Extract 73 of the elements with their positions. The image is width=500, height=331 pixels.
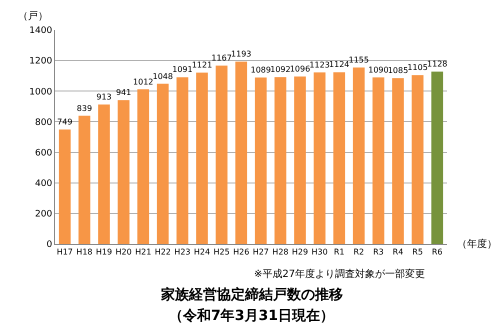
x-tick-label: H24 — [194, 248, 210, 257]
text: 家族経営協定締結戸数の推移 — [160, 286, 343, 303]
bar — [78, 116, 90, 244]
y-tick-label: 800 — [35, 118, 52, 128]
data-label: 1128 — [427, 60, 448, 69]
x-tick-label: H21 — [135, 248, 152, 257]
data-label: 749 — [57, 118, 72, 127]
bar — [118, 100, 130, 244]
x-tick-label: H19 — [96, 248, 112, 257]
x-tick-label: R1 — [334, 248, 345, 257]
x-tick-label: H17 — [56, 248, 73, 257]
x-tick-label: H26 — [233, 248, 250, 257]
x-tick-label: H30 — [312, 248, 328, 257]
x-tick-label: R4 — [392, 248, 404, 257]
bar — [156, 84, 169, 244]
data-label: 1012 — [133, 77, 154, 86]
bar — [58, 130, 71, 244]
data-label: 941 — [116, 88, 132, 98]
x-tick-label: R6 — [432, 248, 443, 257]
data-label: 1096 — [290, 64, 310, 74]
data-label: 1089 — [250, 66, 271, 75]
bar — [254, 78, 267, 244]
data-label: 913 — [96, 92, 112, 102]
x-tick-label: H28 — [272, 248, 288, 257]
x-tick-label: H22 — [154, 248, 171, 257]
x-tick-label: H29 — [292, 248, 308, 257]
data-label: 1085 — [388, 66, 408, 76]
text: ※平成27年度より調査対象が一部変更 — [254, 268, 426, 280]
bar — [196, 72, 208, 244]
bar — [392, 78, 404, 244]
data-label: 1123 — [309, 60, 330, 70]
y-axis-title: （戸） — [18, 11, 48, 22]
bar — [314, 72, 326, 244]
y-tick-label: 200 — [35, 210, 52, 220]
data-label: 1048 — [152, 72, 173, 81]
bar — [98, 104, 110, 244]
x-tick-label: H18 — [76, 248, 92, 257]
x-tick-label: H20 — [116, 248, 132, 257]
data-label: 1155 — [348, 55, 369, 64]
data-label: 1090 — [368, 65, 389, 74]
y-tick-label: 1200 — [29, 56, 52, 67]
data-label: 1121 — [192, 60, 212, 70]
x-tick-label: R3 — [373, 248, 384, 257]
data-label: 1124 — [329, 60, 350, 70]
data-label: 1105 — [407, 63, 428, 72]
data-label: 839 — [76, 104, 92, 113]
data-label: 1092 — [270, 65, 291, 74]
bar — [274, 77, 286, 244]
x-tick-label: H25 — [214, 248, 230, 257]
x-tick-label: R5 — [412, 248, 423, 257]
bar — [176, 77, 188, 244]
x-axis-title: （年度） — [457, 238, 497, 250]
data-label: 1193 — [231, 50, 252, 59]
y-tick-label: 600 — [35, 148, 52, 158]
x-tick-label: H27 — [252, 248, 269, 257]
bar — [412, 75, 424, 244]
bar — [352, 67, 365, 244]
x-tick-label: H23 — [174, 248, 190, 257]
bar — [372, 77, 384, 244]
y-tick-label: 400 — [35, 179, 52, 190]
y-tick-label: 1000 — [29, 87, 52, 98]
data-label: 1091 — [172, 65, 193, 74]
y-tick-label: 1400 — [29, 26, 52, 36]
text: （令和7年3月31日現在） — [169, 308, 334, 324]
bar — [294, 76, 306, 244]
y-tick-label: 0 — [46, 240, 52, 250]
bar — [216, 66, 228, 244]
bar — [137, 89, 150, 244]
bar — [235, 62, 248, 244]
x-tick-label: R2 — [353, 248, 364, 257]
bar — [333, 72, 346, 244]
bar — [431, 72, 444, 244]
data-label: 1167 — [211, 54, 232, 63]
